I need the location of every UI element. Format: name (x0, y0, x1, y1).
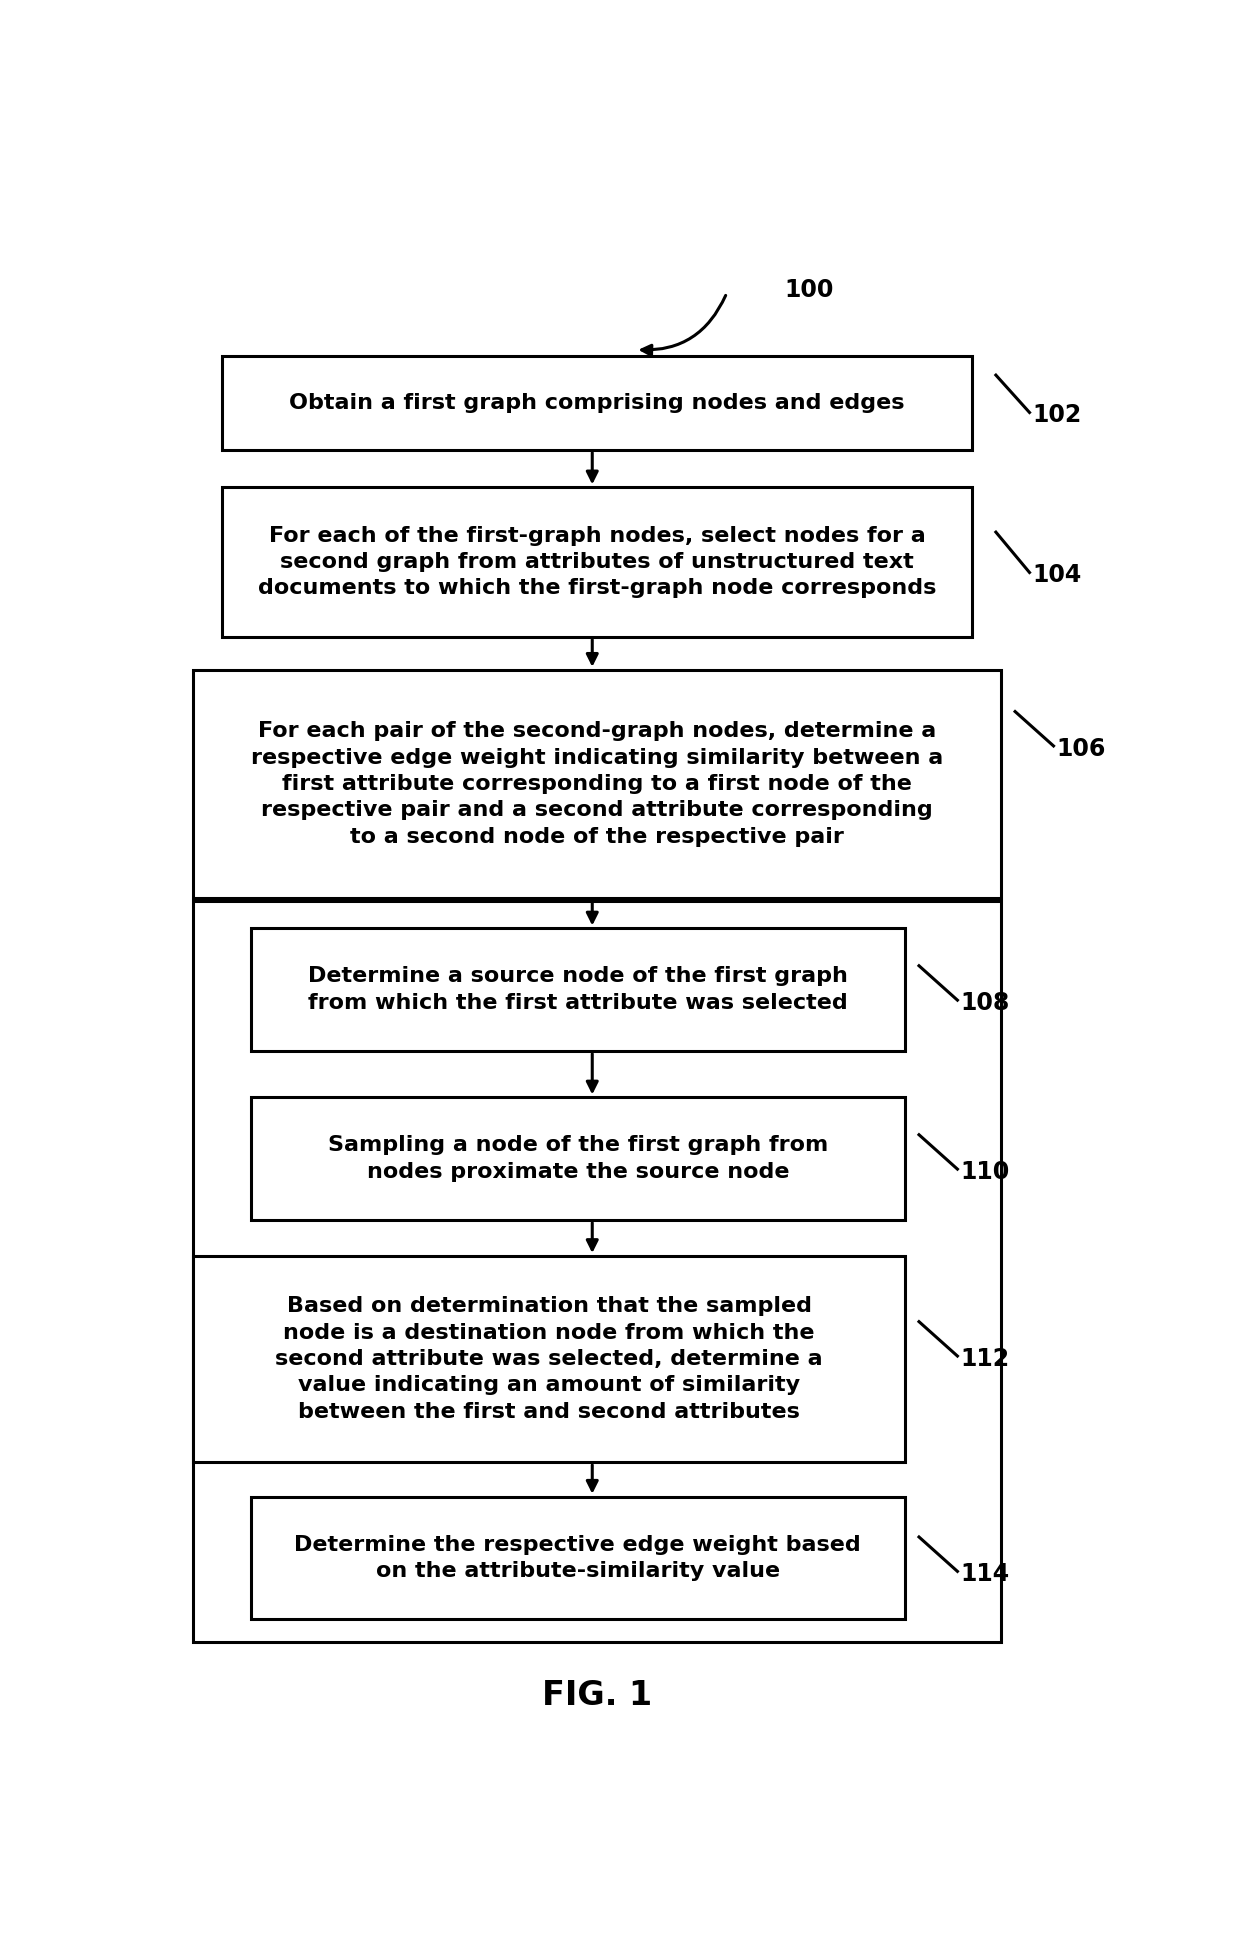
Text: Determine the respective edge weight based
on the attribute-similarity value: Determine the respective edge weight bas… (294, 1534, 862, 1581)
Bar (250, 928, 905, 1051)
Text: For each of the first-graph nodes, select nodes for a
second graph from attribut: For each of the first-graph nodes, selec… (258, 526, 936, 598)
Text: For each pair of the second-graph nodes, determine a
respective edge weight indi: For each pair of the second-graph nodes,… (250, 720, 944, 847)
Text: Obtain a first graph comprising nodes and edges: Obtain a first graph comprising nodes an… (289, 392, 905, 414)
Text: 114: 114 (960, 1563, 1009, 1587)
Text: 104: 104 (1033, 563, 1081, 588)
Text: 108: 108 (960, 990, 1009, 1016)
Text: Determine a source node of the first graph
from which the first attribute was se: Determine a source node of the first gra… (308, 967, 848, 1014)
Bar (250, 1097, 905, 1220)
Text: 110: 110 (960, 1159, 1009, 1185)
Text: FIG. 1: FIG. 1 (542, 1680, 652, 1713)
Text: 112: 112 (960, 1348, 1009, 1371)
Bar (193, 1256, 904, 1462)
Bar (222, 355, 972, 451)
Text: Based on determination that the sampled
node is a destination node from which th: Based on determination that the sampled … (275, 1295, 823, 1422)
Bar (193, 670, 1001, 899)
Bar (193, 901, 1001, 1641)
Text: Sampling a node of the first graph from
nodes proximate the source node: Sampling a node of the first graph from … (327, 1136, 828, 1183)
Text: 100: 100 (785, 278, 833, 301)
Bar (250, 1497, 905, 1620)
Text: 106: 106 (1056, 736, 1106, 761)
Text: 102: 102 (1033, 404, 1081, 427)
Bar (222, 487, 972, 637)
